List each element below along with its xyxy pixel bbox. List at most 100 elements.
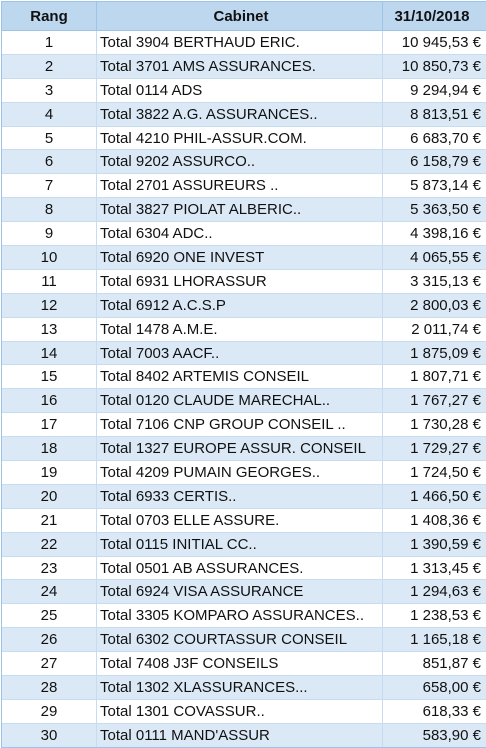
cell-cabinet: Total 1302 XLASSURANCES... xyxy=(97,676,383,699)
cell-value: 1 390,59 € xyxy=(410,535,481,553)
cell-value: 658,00 € xyxy=(422,678,481,696)
cell-rang: 9 xyxy=(2,222,97,246)
cell-rang: 12 xyxy=(2,293,97,317)
cell-rang: 13 xyxy=(2,317,97,341)
table-row: 25 Total 3305 KOMPARO ASSURANCES.. 1 238,5… xyxy=(2,604,486,629)
cell-cabinet: Total 0501 AB ASSURANCES. xyxy=(97,556,383,580)
cell-rang: 30 xyxy=(2,723,97,747)
table-row: 5 Total 4210 PHIL-ASSUR.COM. 6 683,70 € xyxy=(2,126,486,151)
cell-value: 6 158,79 € xyxy=(410,153,481,171)
cell-value: 2 011,74 € xyxy=(411,320,481,338)
cell-value: 1 165,18 € xyxy=(410,631,481,649)
table-row: 4 Total 3822 A.G. ASSURANCES.. 8 813,51 € xyxy=(2,102,486,127)
cell-rang: 16 xyxy=(2,389,97,413)
cell-cabinet: Total 3822 A.G. ASSURANCES.. xyxy=(97,102,383,126)
table-row: 24 Total 6924 VISA ASSURANCE 1 294,63 € xyxy=(2,580,486,605)
cell-value: 1 466,50 € xyxy=(410,487,481,505)
header-cabinet: Cabinet xyxy=(97,2,383,30)
cell-value: 2 800,03 € xyxy=(410,296,481,314)
cell-cabinet: Total 8402 ARTEMIS CONSEIL xyxy=(97,365,383,389)
cell-rang: 2 xyxy=(2,54,97,78)
table-row: 10 Total 6920 ONE INVEST 4 065,55 € xyxy=(2,246,486,270)
table-row: 1 Total 3904 BERTHAUD ERIC. 10 945,53 € xyxy=(2,31,486,55)
table-row: 14 Total 7003 AACF.. 1 875,09 € xyxy=(2,341,486,366)
cell-rang: 27 xyxy=(2,652,97,676)
table-row: 9 Total 6304 ADC.. 4 398,16 € xyxy=(2,222,486,247)
cell-rang: 5 xyxy=(2,126,97,150)
table-row: 12 Total 6912 A.C.S.P 2 800,03 € xyxy=(2,293,486,318)
table-row: 18 Total 1327 EUROPE ASSUR. CONSEIL 1 729,… xyxy=(2,437,486,462)
cell-cabinet: Total 7106 CNP GROUP CONSEIL .. xyxy=(97,413,383,437)
cell-rang: 6 xyxy=(2,150,97,174)
table-row: 22 Total 0115 INITIAL CC.. 1 390,59 € xyxy=(2,532,486,557)
table-row: 23 Total 0501 AB ASSURANCES. 1 313,45 € xyxy=(2,556,486,581)
table-row: 20 Total 6933 CERTIS.. 1 466,50 € xyxy=(2,484,486,509)
cell-cabinet: Total 0115 INITIAL CC.. xyxy=(97,532,383,556)
cell-rang: 22 xyxy=(2,532,97,556)
cell-value: 851,87 € xyxy=(422,655,481,673)
cell-value: 1 875,09 € xyxy=(410,344,481,362)
cell-cabinet: Total 1327 EUROPE ASSUR. CONSEIL xyxy=(97,437,383,461)
table-row: 27 Total 7408 J3F CONSEILS 851,87 € xyxy=(2,652,486,677)
cell-cabinet: Total 3904 BERTHAUD ERIC. xyxy=(97,31,383,54)
cell-cabinet: Total 1478 A.M.E. xyxy=(97,317,383,341)
cell-cabinet: Total 4209 PUMAIN GEORGES.. xyxy=(97,461,383,484)
table-body: 1 Total 3904 BERTHAUD ERIC. 10 945,53 €2 To… xyxy=(2,31,486,747)
table-row: 16 Total 0120 CLAUDE MARECHAL.. 1 767,27 € xyxy=(2,389,486,414)
table-row: 6 Total 9202 ASSURCO.. 6 158,79 € xyxy=(2,150,486,175)
cell-cabinet: Total 6920 ONE INVEST xyxy=(97,246,383,269)
cell-value: 10 945,53 € xyxy=(401,33,481,51)
cell-value: 6 683,70 € xyxy=(410,129,481,147)
table-row: 3 Total 0114 ADS 9 294,94 € xyxy=(2,78,486,103)
cell-value: 1 408,36 € xyxy=(410,511,481,529)
cell-cabinet: Total 2701 ASSUREURS .. xyxy=(97,174,383,198)
cell-value: 5 873,14 € xyxy=(410,177,481,195)
cell-value: 4 398,16 € xyxy=(410,225,481,243)
cell-rang: 21 xyxy=(2,508,97,532)
cell-cabinet: Total 6912 A.C.S.P xyxy=(97,293,383,317)
cell-value: 9 294,94 € xyxy=(410,81,481,99)
cell-cabinet: Total 6304 ADC.. xyxy=(97,222,383,246)
cell-value: 1 729,27 € xyxy=(410,440,481,458)
cell-cabinet: Total 0114 ADS xyxy=(97,78,383,102)
cell-rang: 11 xyxy=(2,269,97,293)
table-row: 7 Total 2701 ASSUREURS .. 5 873,14 € xyxy=(2,174,486,199)
cell-value: 1 767,27 € xyxy=(410,392,481,410)
table-row: 2 Total 3701 AMS ASSURANCES. 10 850,73 € xyxy=(2,54,486,79)
cell-cabinet: Total 0120 CLAUDE MARECHAL.. xyxy=(97,389,383,413)
cell-value: 3 315,13 € xyxy=(410,272,481,290)
cell-rang: 23 xyxy=(2,556,97,580)
table-row: 26 Total 6302 COURTASSUR CONSEIL 1 165,18 … xyxy=(2,628,486,653)
table-row: 8 Total 3827 PIOLAT ALBERIC.. 5 363,50 € xyxy=(2,198,486,223)
cell-cabinet: Total 4210 PHIL-ASSUR.COM. xyxy=(97,126,383,150)
cell-cabinet: Total 7408 J3F CONSEILS xyxy=(97,652,383,676)
cell-cabinet: Total 6931 LHORASSUR xyxy=(97,269,383,293)
cell-rang: 19 xyxy=(2,461,97,484)
cell-cabinet: Total 6924 VISA ASSURANCE xyxy=(97,580,383,604)
cell-value: 1 294,63 € xyxy=(410,583,481,601)
cell-value: 1 238,53 € xyxy=(410,607,481,625)
cell-value: 1 730,28 € xyxy=(410,416,481,434)
cell-cabinet: Total 6933 CERTIS.. xyxy=(97,484,383,508)
table-row: 30 Total 0111 MAND'ASSUR 583,90 € xyxy=(2,723,486,747)
table-row: 17 Total 7106 CNP GROUP CONSEIL .. 1 730,2… xyxy=(2,413,486,438)
cell-rang: 14 xyxy=(2,341,97,365)
cell-rang: 26 xyxy=(2,628,97,652)
table-row: 21 Total 0703 ELLE ASSURE. 1 408,36 € xyxy=(2,508,486,533)
cell-cabinet: Total 3827 PIOLAT ALBERIC.. xyxy=(97,198,383,222)
cell-value: 1 313,45 € xyxy=(410,559,481,577)
cell-value: 10 850,73 € xyxy=(401,57,481,75)
table-row: 15 Total 8402 ARTEMIS CONSEIL 1 807,71 € xyxy=(2,365,486,390)
cell-rang: 1 xyxy=(2,31,97,54)
cell-cabinet: Total 1301 COVASSUR.. xyxy=(97,699,383,723)
cell-cabinet: Total 3305 KOMPARO ASSURANCES.. xyxy=(97,604,383,628)
cell-rang: 7 xyxy=(2,174,97,198)
cell-value: 4 065,55 € xyxy=(410,248,481,266)
cell-rang: 10 xyxy=(2,246,97,269)
cell-rang: 20 xyxy=(2,484,97,508)
table-row: 28 Total 1302 XLASSURANCES... 658,00 € xyxy=(2,676,486,700)
table-row: 13 Total 1478 A.M.E. 2 011,74 € xyxy=(2,317,486,342)
table-row: 29 Total 1301 COVASSUR.. 618,33 € xyxy=(2,699,486,724)
cell-cabinet: Total 6302 COURTASSUR CONSEIL xyxy=(97,628,383,652)
